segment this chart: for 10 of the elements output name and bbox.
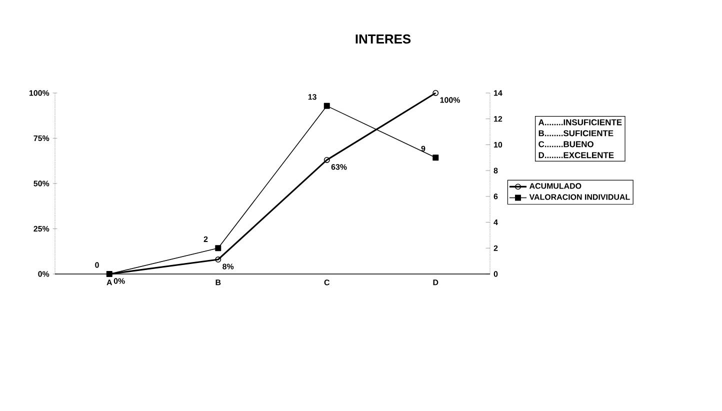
chart-title: INTERES	[356, 34, 411, 44]
point	[324, 156, 330, 163]
point	[324, 102, 330, 109]
text: D........EXCELENTE	[538, 152, 614, 158]
text: C........BUENO	[538, 141, 594, 148]
point	[432, 154, 439, 161]
point	[215, 256, 222, 263]
text: A........INSUFICIENTE	[538, 119, 622, 126]
text: B........SUFICIENTE	[538, 130, 614, 136]
point	[215, 245, 222, 252]
